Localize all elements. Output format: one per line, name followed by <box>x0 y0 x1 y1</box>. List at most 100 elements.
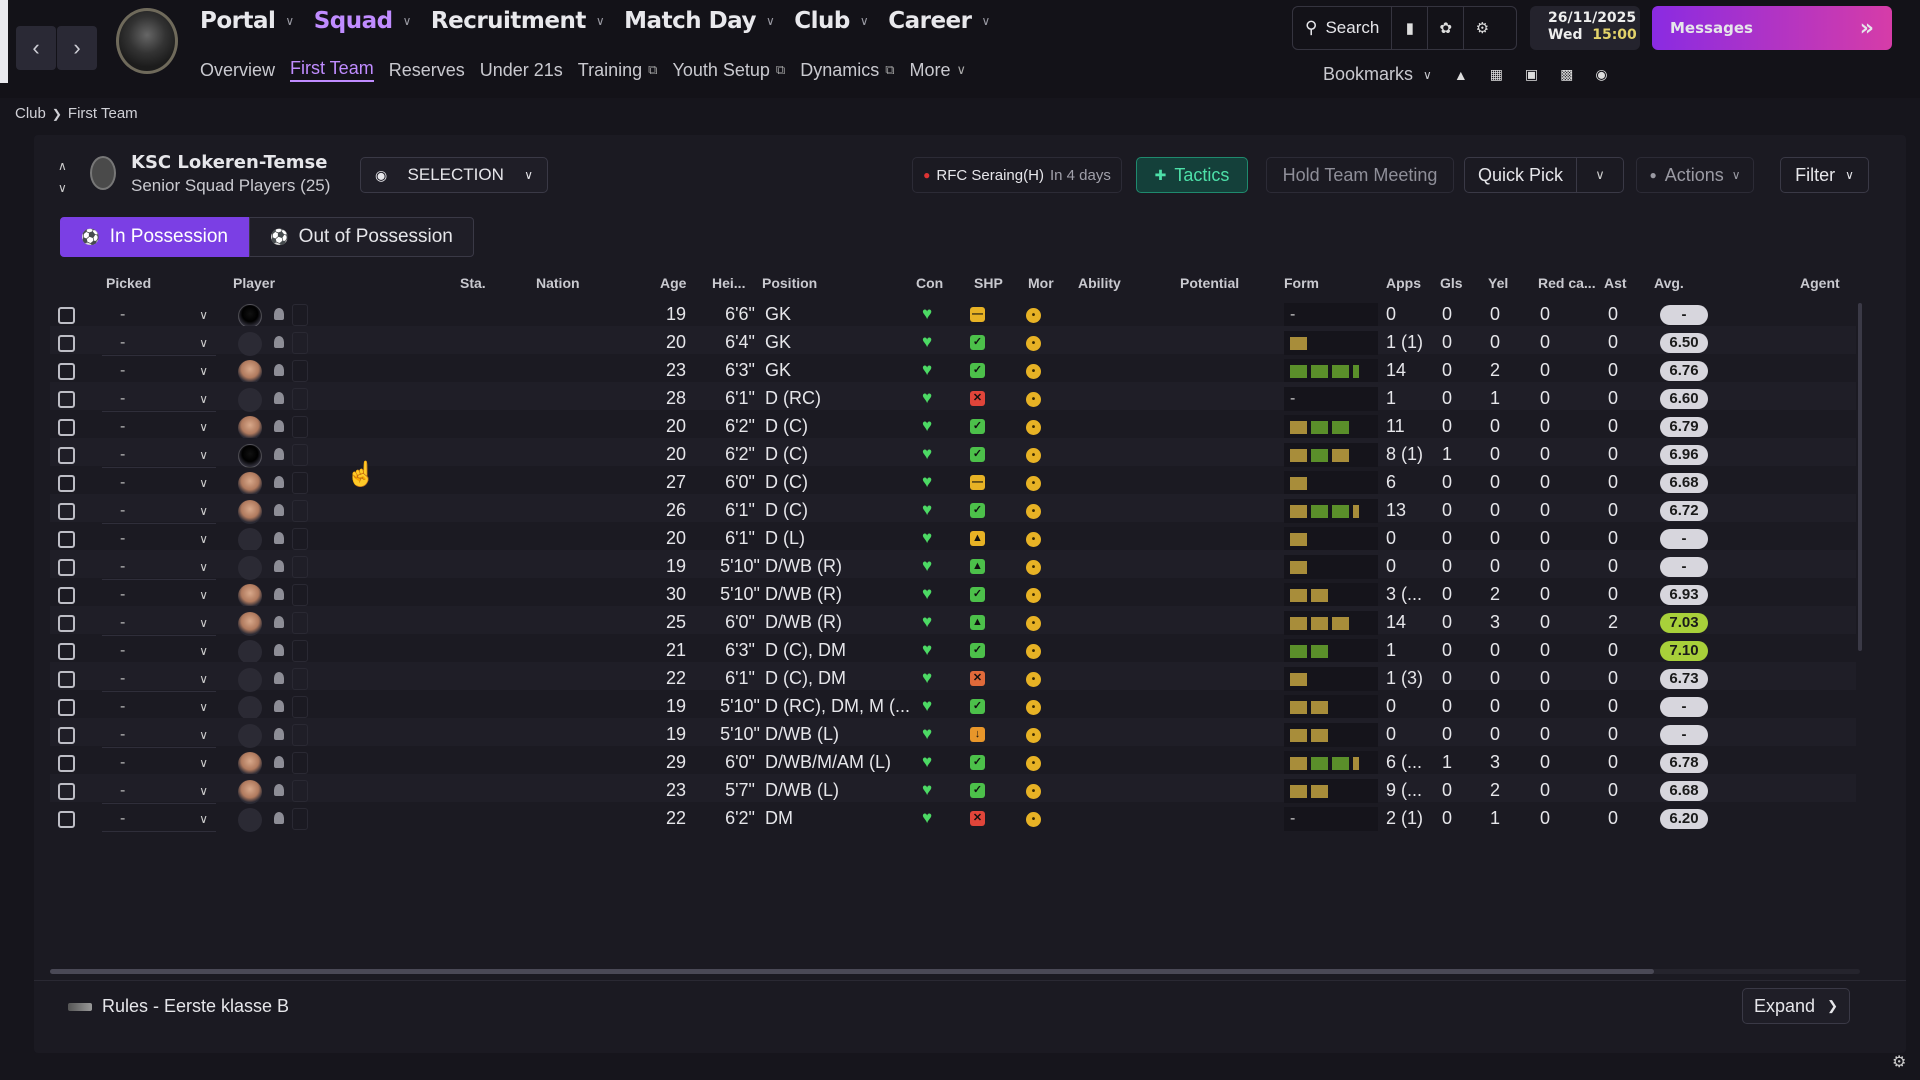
player-avatar[interactable] <box>238 304 262 328</box>
col-condition[interactable]: Con <box>916 275 944 291</box>
col-picked[interactable]: Picked <box>106 275 152 291</box>
player-name-cell[interactable] <box>292 640 308 662</box>
player-name-cell[interactable] <box>292 332 308 354</box>
table-row[interactable]: - ∨ 27 6'0" D (C) 6 0 0 0 0 ♥ — • 6.68 <box>50 466 1856 496</box>
table-row[interactable]: - ∨ 20 6'2" D (C) 11 0 0 0 0 ♥ ✓ • 6.79 <box>50 410 1856 440</box>
picked-dropdown[interactable]: - ∨ <box>102 582 216 608</box>
player-name-cell[interactable] <box>292 780 308 802</box>
filter-dropdown[interactable]: Filter ∨ <box>1780 157 1869 193</box>
picked-dropdown[interactable]: - ∨ <box>102 778 216 804</box>
row-checkbox[interactable] <box>58 447 75 464</box>
picked-dropdown[interactable]: - ∨ <box>102 442 216 468</box>
row-checkbox[interactable] <box>58 335 75 352</box>
tab-training[interactable]: Training ⧉ <box>578 58 658 82</box>
player-avatar[interactable] <box>238 528 262 552</box>
row-checkbox[interactable] <box>58 559 75 576</box>
row-checkbox[interactable] <box>58 391 75 408</box>
table-row[interactable]: - ∨ 20 6'2" D (C) 8 (1) 1 0 0 0 ♥ ✓ • 6.96 <box>50 438 1856 468</box>
nav-match-day[interactable]: Match Day ∨ <box>624 8 775 34</box>
player-avatar[interactable] <box>238 444 262 468</box>
col-morale[interactable]: Mor <box>1028 275 1054 291</box>
col-height[interactable]: Hei... <box>712 275 746 291</box>
player-avatar[interactable] <box>238 808 262 832</box>
tab-youth-setup[interactable]: Youth Setup ⧉ <box>672 58 785 82</box>
col-apps[interactable]: Apps <box>1386 275 1421 291</box>
quick-pick-label[interactable]: Quick Pick <box>1465 158 1577 192</box>
breadcrumb-root[interactable]: Club <box>15 105 46 122</box>
table-row[interactable]: - ∨ 23 6'3" GK 14 0 2 0 0 ♥ ✓ • 6.76 <box>50 354 1856 384</box>
table-row[interactable]: - ∨ 23 5'7" D/WB (L) 9 (... 0 2 0 0 ♥ ✓ • 6.68 <box>50 774 1856 804</box>
table-row[interactable]: - ∨ 25 6'0" D/WB (R) 14 0 3 0 2 ♥ ▲ • 7.03 <box>50 606 1856 636</box>
table-row[interactable]: - ∨ 20 6'4" GK 1 (1) 0 0 0 0 ♥ ✓ • 6.50 <box>50 326 1856 356</box>
row-checkbox[interactable] <box>58 587 75 604</box>
game-date[interactable]: 26/11/2025 Wed 15:00 <box>1530 6 1640 50</box>
col-player[interactable]: Player <box>233 275 276 291</box>
player-avatar[interactable] <box>238 612 262 636</box>
row-checkbox[interactable] <box>58 727 75 744</box>
col-sta[interactable]: Sta. <box>460 275 486 291</box>
row-checkbox[interactable] <box>58 363 75 380</box>
collapse-toggle[interactable]: ∧ ∨ <box>58 159 67 195</box>
player-name-cell[interactable] <box>292 528 308 550</box>
table-row[interactable]: - ∨ 26 6'1" D (C) 13 0 0 0 0 ♥ ✓ • 6.72 <box>50 494 1856 524</box>
tab-under-21s[interactable]: Under 21s <box>480 58 563 82</box>
back-button[interactable]: ‹ <box>16 26 56 70</box>
search-button[interactable]: ⚲ Search <box>1293 7 1393 49</box>
vertical-scrollbar[interactable] <box>1858 303 1862 651</box>
row-checkbox[interactable] <box>58 419 75 436</box>
player-name-cell[interactable] <box>292 444 308 466</box>
table-row[interactable]: - ∨ 19 5'10" D (RC), DM, M (... 0 0 0 0 0 ♥ ✓ • - <box>50 690 1856 720</box>
player-name-cell[interactable] <box>292 696 308 718</box>
picked-dropdown[interactable]: - ∨ <box>102 470 216 496</box>
table-row[interactable]: - ∨ 19 6'6" GK 0 0 0 0 0 ♥ — • - - <box>50 300 1856 328</box>
gear-icon[interactable]: ⚙ <box>1475 20 1490 37</box>
player-name-cell[interactable] <box>292 724 308 746</box>
team-meeting-button[interactable]: Hold Team Meeting <box>1266 157 1454 193</box>
picked-dropdown[interactable]: - ∨ <box>102 554 216 580</box>
player-avatar[interactable] <box>238 640 262 664</box>
tab-dynamics[interactable]: Dynamics ⧉ <box>800 58 894 82</box>
view-selection-dropdown[interactable]: ◉ SELECTION ∨ <box>360 157 548 193</box>
table-row[interactable]: - ∨ 21 6'3" D (C), DM 1 0 0 0 0 ♥ ✓ • 7.10 <box>50 634 1856 664</box>
row-checkbox[interactable] <box>58 643 75 660</box>
table-row[interactable]: - ∨ 29 6'0" D/WB/M/AM (L) 6 (... 1 3 0 0 ♥ ✓ • 6.78 <box>50 746 1856 776</box>
picked-dropdown[interactable]: - ∨ <box>102 302 216 328</box>
settings-corner-icon[interactable]: ⚙ <box>1892 1054 1907 1071</box>
player-name-cell[interactable] <box>292 304 308 326</box>
tab-out-of-possession[interactable]: ⚽ Out of Possession <box>248 217 474 257</box>
col-yellow[interactable]: Yel <box>1488 275 1509 291</box>
tab-more[interactable]: More ∨ <box>910 58 967 82</box>
player-avatar[interactable] <box>238 500 262 524</box>
tactics-button[interactable]: ✚ Tactics <box>1136 157 1248 193</box>
player-avatar[interactable] <box>238 332 262 356</box>
player-avatar[interactable] <box>238 388 262 412</box>
brain-icon[interactable]: ✿ <box>1428 7 1465 49</box>
picked-dropdown[interactable]: - ∨ <box>102 330 216 356</box>
expand-button[interactable]: Expand ❯ <box>1742 988 1850 1024</box>
next-fixture[interactable]: ● RFC Seraing(H) In 4 days <box>912 157 1122 193</box>
row-checkbox[interactable] <box>58 307 75 324</box>
picked-dropdown[interactable]: - ∨ <box>102 358 216 384</box>
player-avatar[interactable] <box>238 668 262 692</box>
player-name-cell[interactable] <box>292 416 308 438</box>
picked-dropdown[interactable]: - ∨ <box>102 722 216 748</box>
nav-club[interactable]: Club ∨ <box>794 8 868 34</box>
chevron-down-icon[interactable]: ∨ <box>1595 167 1605 182</box>
bookmark-icon[interactable]: ▮ <box>1392 7 1429 49</box>
ticket-icon[interactable]: ▣ <box>1524 66 1539 82</box>
picked-dropdown[interactable]: - ∨ <box>102 526 216 552</box>
nav-portal[interactable]: Portal ∨ <box>200 8 294 34</box>
picked-dropdown[interactable]: - ∨ <box>102 498 216 524</box>
player-name-cell[interactable] <box>292 472 308 494</box>
messages-button[interactable]: Messages » <box>1652 6 1892 50</box>
picked-dropdown[interactable]: - ∨ <box>102 386 216 412</box>
row-checkbox[interactable] <box>58 615 75 632</box>
table-row[interactable]: - ∨ 19 5'10" D/WB (R) 0 0 0 0 0 ♥ ▲ • - <box>50 550 1856 580</box>
shirt-icon[interactable]: ▲ <box>1453 66 1468 83</box>
player-avatar[interactable] <box>238 752 262 776</box>
picked-dropdown[interactable]: - ∨ <box>102 694 216 720</box>
picked-dropdown[interactable]: - ∨ <box>102 610 216 636</box>
player-name-cell[interactable] <box>292 388 308 410</box>
staff-icon[interactable]: ◉ <box>1595 66 1608 82</box>
picked-dropdown[interactable]: - ∨ <box>102 414 216 440</box>
